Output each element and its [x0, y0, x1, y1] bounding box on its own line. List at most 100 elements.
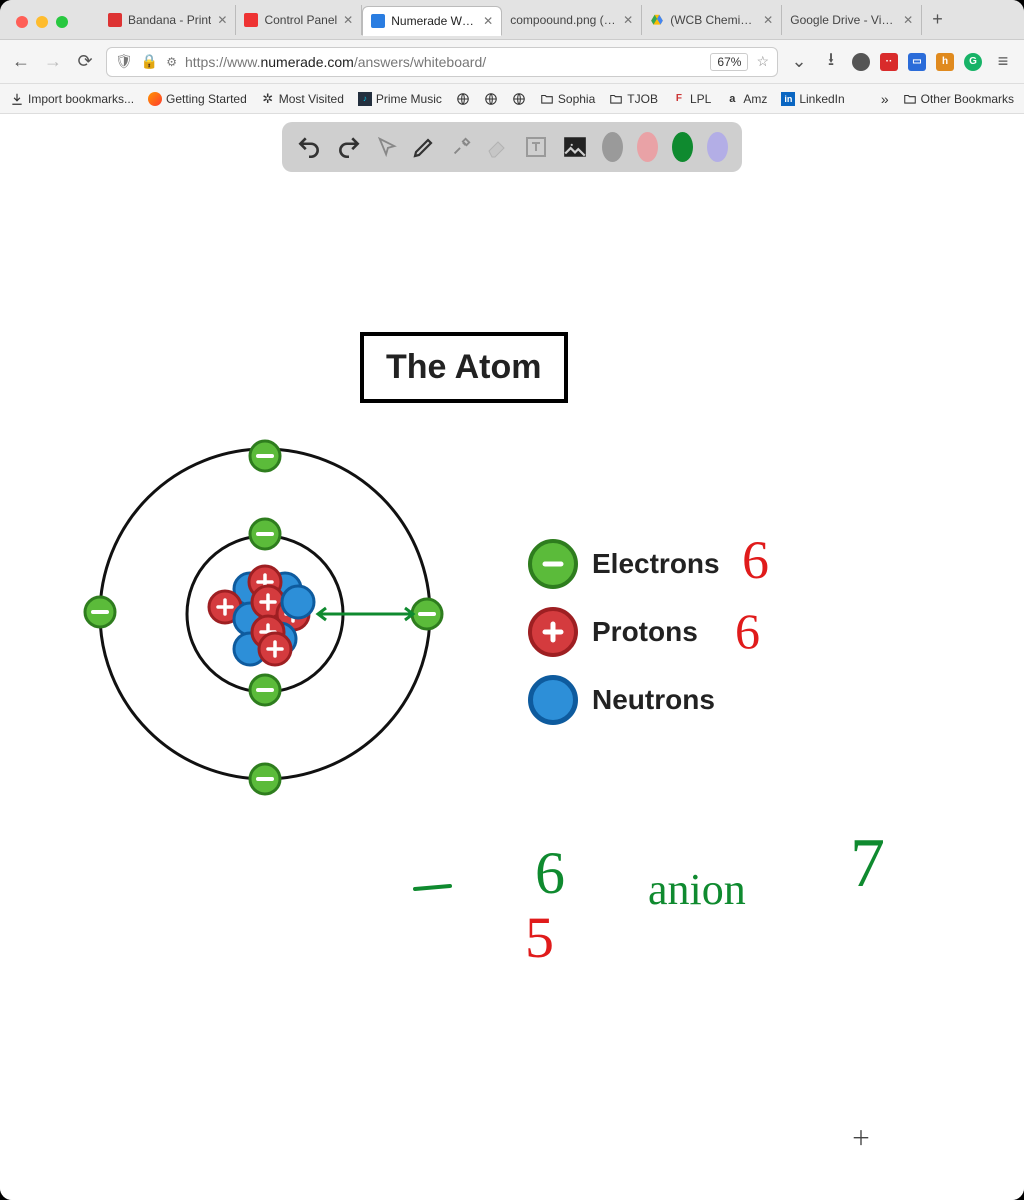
- ext-icon-4[interactable]: G: [964, 53, 982, 71]
- bookmark-item[interactable]: F LPL: [672, 92, 711, 106]
- page-content: The Atom ElectronsProtonsNeutrons 6665an…: [0, 114, 1024, 1200]
- legend-label: Electrons: [592, 548, 720, 580]
- close-tab-icon[interactable]: ✕: [343, 13, 353, 27]
- handwriting-text: 7: [850, 824, 885, 904]
- crosshair-cursor-icon: ＋: [851, 1122, 871, 1151]
- bookmark-item[interactable]: Getting Started: [148, 92, 247, 106]
- bookmark-label: Amz: [743, 92, 767, 106]
- url-bar[interactable]: 🛡︎ 🔒 ⚙︎ https://www.numerade.com/answers…: [106, 47, 778, 77]
- bookmark-icon: [512, 92, 526, 106]
- pocket-icon[interactable]: ⌄: [788, 51, 810, 73]
- bookmark-item[interactable]: [512, 92, 526, 106]
- tab-strip: Bandana - Print ✕Control Panel✕Numerade …: [0, 0, 1024, 40]
- handwriting-text: 6: [735, 602, 760, 660]
- tab[interactable]: compoound.png (PNG ✕: [502, 5, 642, 35]
- bookmark-icon: [10, 92, 24, 106]
- star-icon[interactable]: ☆: [756, 53, 769, 70]
- bookmark-item[interactable]: in LinkedIn: [781, 92, 844, 106]
- bookmark-label: TJOB: [627, 92, 658, 106]
- tab-label: compoound.png (PNG: [510, 13, 617, 27]
- menu-icon[interactable]: ≡: [992, 51, 1014, 73]
- ext-icon-3[interactable]: h: [936, 53, 954, 71]
- legend-electrons: Electrons: [528, 539, 720, 589]
- tab-active[interactable]: Numerade Whiteb ✕: [362, 6, 502, 36]
- pointer-tool-button[interactable]: [376, 133, 398, 161]
- color-pink-button[interactable]: [637, 132, 658, 162]
- bookmark-label: Most Visited: [279, 92, 344, 106]
- bookmark-item[interactable]: [484, 92, 498, 106]
- bookmark-icon: [148, 92, 162, 106]
- bookmark-icon: F: [672, 92, 686, 106]
- bookmark-icon: [540, 92, 554, 106]
- redo-button[interactable]: [336, 133, 362, 161]
- tab-label: (WCB Chemistry): [670, 13, 757, 27]
- other-bookmarks-label: Other Bookmarks: [921, 92, 1014, 106]
- close-tab-icon[interactable]: ✕: [763, 13, 773, 27]
- bookmarks-overflow-button[interactable]: »: [881, 91, 889, 107]
- bookmark-icon: [484, 92, 498, 106]
- zoom-badge[interactable]: 67%: [710, 53, 748, 71]
- tab[interactable]: Bandana - Print ✕: [100, 5, 236, 35]
- bookmark-icon: a: [725, 92, 739, 106]
- bookmark-item[interactable]: Sophia: [540, 92, 595, 106]
- url-domain: numerade.com: [260, 54, 353, 70]
- bookmark-label: LPL: [690, 92, 711, 106]
- new-tab-button[interactable]: +: [922, 9, 953, 30]
- bookmark-item[interactable]: ✲ Most Visited: [261, 92, 344, 106]
- maximize-window-button[interactable]: [56, 16, 68, 28]
- minimize-window-button[interactable]: [36, 16, 48, 28]
- tab-label: Google Drive - Virus s: [790, 13, 897, 27]
- bookmark-item[interactable]: a Amz: [725, 92, 767, 106]
- image-tool-button[interactable]: [562, 133, 588, 161]
- url-prefix: https://www.: [185, 54, 260, 70]
- bookmark-item[interactable]: TJOB: [609, 92, 658, 106]
- bookmark-icon: [456, 92, 470, 106]
- downloads-icon[interactable]: ⭳: [820, 51, 842, 73]
- color-gray-button[interactable]: [602, 132, 623, 162]
- bookmark-label: Getting Started: [166, 92, 247, 106]
- reload-button[interactable]: ⟳: [74, 51, 96, 73]
- lock-icon: 🔒: [141, 53, 158, 70]
- close-tab-icon[interactable]: ✕: [217, 13, 227, 27]
- tab[interactable]: Google Drive - Virus s ✕: [782, 5, 922, 35]
- close-tab-icon[interactable]: ✕: [483, 14, 493, 28]
- tab[interactable]: Control Panel✕: [236, 5, 362, 35]
- ext-icon-1[interactable]: ··: [880, 53, 898, 71]
- eraser-button[interactable]: [486, 133, 510, 161]
- bookmark-icon: ✲: [261, 92, 275, 106]
- bookmark-icon: ♪: [358, 92, 372, 106]
- avatar-icon[interactable]: [852, 53, 870, 71]
- ext-icon-2[interactable]: ▭: [908, 53, 926, 71]
- bookmark-label: LinkedIn: [799, 92, 844, 106]
- pen-tool-button[interactable]: [412, 133, 436, 161]
- bookmark-label: Sophia: [558, 92, 595, 106]
- toolbar-right: ⌄ ⭳ ·· ▭ h G ≡: [788, 51, 1014, 73]
- shield-icon: 🛡︎: [115, 53, 133, 70]
- whiteboard-canvas[interactable]: The Atom ElectronsProtonsNeutrons 6665an…: [0, 184, 1024, 1200]
- color-lilac-button[interactable]: [707, 132, 728, 162]
- close-tab-icon[interactable]: ✕: [623, 13, 633, 27]
- legend-label: Protons: [592, 616, 698, 648]
- bookmark-label: Prime Music: [376, 92, 442, 106]
- bookmark-label: Import bookmarks...: [28, 92, 134, 106]
- forward-button[interactable]: →: [42, 51, 64, 73]
- url-text: https://www.numerade.com/answers/whitebo…: [185, 54, 702, 70]
- color-green-button[interactable]: [672, 132, 693, 162]
- bookmark-icon: [609, 92, 623, 106]
- close-tab-icon[interactable]: ✕: [903, 13, 913, 27]
- close-window-button[interactable]: [16, 16, 28, 28]
- undo-button[interactable]: [296, 133, 322, 161]
- other-bookmarks-button[interactable]: Other Bookmarks: [903, 92, 1014, 106]
- tools-button[interactable]: [450, 133, 472, 161]
- bookmarks-bar: Import bookmarks... Getting Started ✲ Most …: [0, 84, 1024, 114]
- text-tool-button[interactable]: [524, 133, 548, 161]
- tab[interactable]: (WCB Chemistry) ✕: [642, 5, 782, 35]
- whiteboard-toolbar: [282, 122, 742, 172]
- bookmark-item[interactable]: ♪ Prime Music: [358, 92, 442, 106]
- bookmark-item[interactable]: Import bookmarks...: [10, 92, 134, 106]
- bookmark-icon: in: [781, 92, 795, 106]
- back-button[interactable]: ←: [10, 51, 32, 73]
- bookmark-item[interactable]: [456, 92, 470, 106]
- tab-label: Numerade Whiteb: [391, 14, 477, 28]
- window-controls: [16, 16, 68, 28]
